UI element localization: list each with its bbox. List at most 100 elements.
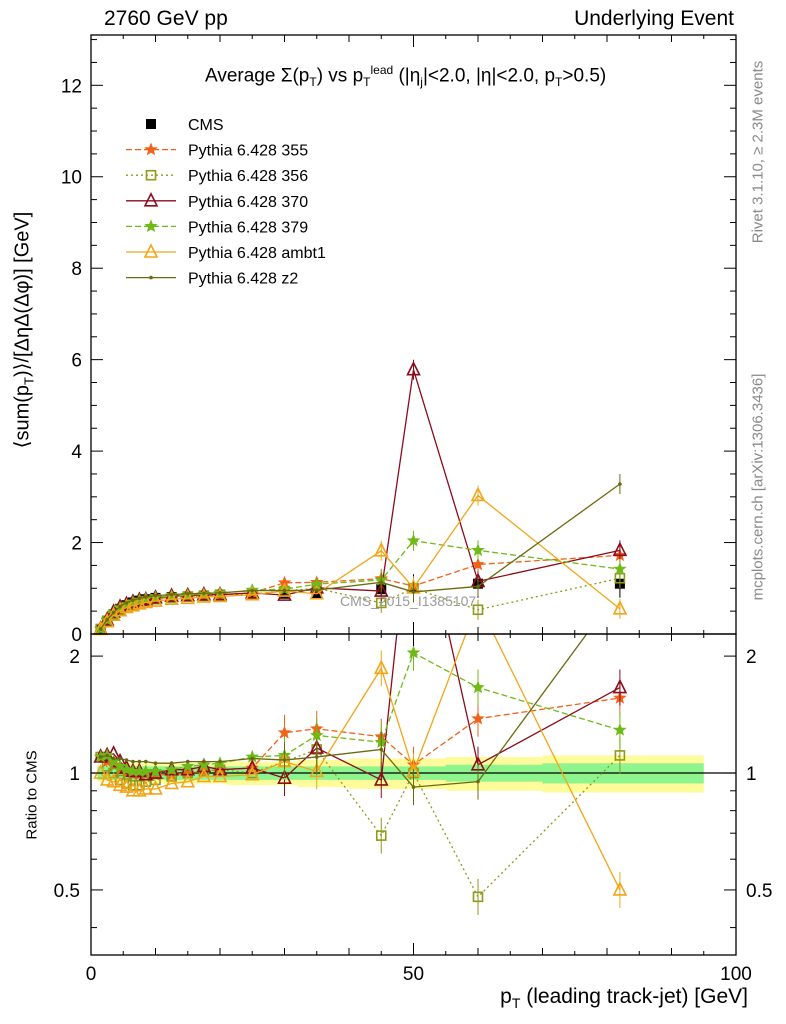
rivet-label: Rivet 3.1.10, ≥ 2.3M events bbox=[749, 60, 767, 244]
main-point bbox=[373, 541, 389, 557]
ratio-point bbox=[406, 645, 421, 659]
main-point bbox=[406, 533, 421, 547]
main-point bbox=[180, 589, 196, 605]
main-point bbox=[105, 618, 109, 622]
main-point bbox=[212, 587, 228, 603]
ratio-point bbox=[185, 759, 190, 764]
main-point bbox=[471, 557, 485, 571]
x-tick-label: 50 bbox=[403, 964, 424, 985]
ratio-point bbox=[613, 722, 627, 736]
main-series-line bbox=[100, 369, 621, 630]
ratio-point bbox=[379, 747, 384, 752]
ratio-point bbox=[373, 659, 389, 675]
ratio-point bbox=[180, 759, 195, 773]
legend-marker bbox=[145, 169, 157, 181]
ratio-point bbox=[197, 757, 211, 771]
ratio-point bbox=[277, 725, 292, 739]
legend-marker bbox=[149, 275, 153, 280]
legend-label: Pythia 6.428 370 bbox=[188, 194, 308, 211]
ratio-point bbox=[471, 680, 485, 694]
ratio-y-tick-label-left: 0.5 bbox=[54, 881, 80, 902]
main-point bbox=[309, 584, 325, 600]
main-point bbox=[476, 584, 480, 589]
ratio-point bbox=[138, 780, 154, 795]
main-y-tick-label: 4 bbox=[71, 442, 82, 463]
ratio-point bbox=[93, 764, 108, 779]
ratio-point bbox=[148, 764, 163, 778]
ratio-point bbox=[614, 750, 626, 761]
main-series-line bbox=[100, 494, 621, 630]
ratio-series-5 bbox=[98, 634, 588, 806]
main-point bbox=[111, 610, 116, 615]
main-point bbox=[279, 588, 290, 599]
legend-marker bbox=[144, 142, 158, 156]
main-point bbox=[612, 600, 628, 615]
main-point bbox=[144, 595, 148, 599]
main-point bbox=[613, 561, 627, 575]
main-point bbox=[314, 588, 319, 592]
main-point bbox=[373, 582, 389, 597]
ratio-y-tick-label-right: 0.5 bbox=[746, 881, 772, 902]
main-point bbox=[406, 360, 421, 376]
x-tick-label: 0 bbox=[86, 964, 97, 985]
main-point bbox=[148, 592, 163, 607]
ratio-point bbox=[244, 759, 260, 774]
ratio-point bbox=[153, 761, 158, 765]
legend-label: CMS bbox=[188, 117, 224, 134]
ratio-point bbox=[309, 762, 325, 778]
ratio-point bbox=[106, 772, 121, 788]
ratio-point bbox=[314, 755, 319, 759]
main-y-tick-label: 2 bbox=[71, 534, 82, 555]
ratio-series-3 bbox=[93, 634, 627, 778]
ratio-point bbox=[99, 771, 115, 786]
ratio-point bbox=[309, 728, 324, 742]
ratio-point bbox=[169, 761, 174, 765]
ratio-point bbox=[202, 759, 206, 764]
ratio-point bbox=[131, 759, 135, 764]
main-point bbox=[244, 585, 260, 601]
main-series-6 bbox=[98, 474, 622, 631]
main-y-tick-label: 12 bbox=[61, 76, 82, 97]
main-y-tick-label: 10 bbox=[61, 168, 82, 189]
watermark: CMS_2015_I1385107 bbox=[340, 593, 476, 609]
legend-entry: Pythia 6.428 379 bbox=[126, 219, 308, 236]
legend-label: Pythia 6.428 356 bbox=[188, 168, 308, 185]
main-point bbox=[169, 592, 174, 597]
main-point bbox=[118, 604, 122, 609]
ratio-point bbox=[375, 830, 387, 841]
ratio-point bbox=[164, 762, 179, 776]
mcplots-label: mcplots.cern.ch [arXiv:1306.3436] bbox=[749, 373, 767, 601]
main-point bbox=[153, 593, 158, 598]
main-point bbox=[164, 590, 179, 606]
ratio-point bbox=[612, 678, 628, 694]
header-right: Underlying Event bbox=[574, 7, 734, 30]
ratio-y-tick-label-right: 2 bbox=[746, 647, 757, 668]
ratio-point bbox=[119, 778, 134, 793]
ratio-point bbox=[118, 756, 122, 761]
chart-title: Average Σ(pT) vs pTlead (|ηj|<2.0, |η|<2… bbox=[205, 63, 607, 90]
ratio-point bbox=[244, 765, 260, 781]
main-point bbox=[196, 588, 212, 603]
ratio-y-axis-label: Ratio to CMS bbox=[23, 750, 41, 840]
ratio-series-line bbox=[100, 634, 621, 891]
ratio-point bbox=[98, 755, 103, 759]
main-point bbox=[411, 590, 416, 594]
ratio-point bbox=[112, 776, 128, 792]
main-point bbox=[106, 606, 121, 622]
ratio-series-line bbox=[100, 697, 620, 776]
main-point bbox=[470, 486, 486, 502]
legend-entry: CMS bbox=[146, 117, 224, 134]
legend-label: Pythia 6.428 ambt1 bbox=[188, 245, 326, 262]
ratio-point bbox=[137, 759, 142, 764]
main-point bbox=[185, 591, 190, 596]
ratio-point bbox=[119, 762, 134, 776]
ratio-point bbox=[105, 753, 109, 758]
main-point bbox=[98, 627, 103, 631]
main-y-tick-label: 6 bbox=[71, 351, 82, 372]
main-point bbox=[131, 598, 135, 602]
legend-label: Pythia 6.428 379 bbox=[188, 219, 308, 236]
ratio-series-2 bbox=[93, 634, 628, 798]
ratio-point bbox=[148, 780, 163, 795]
main-point bbox=[282, 588, 287, 593]
